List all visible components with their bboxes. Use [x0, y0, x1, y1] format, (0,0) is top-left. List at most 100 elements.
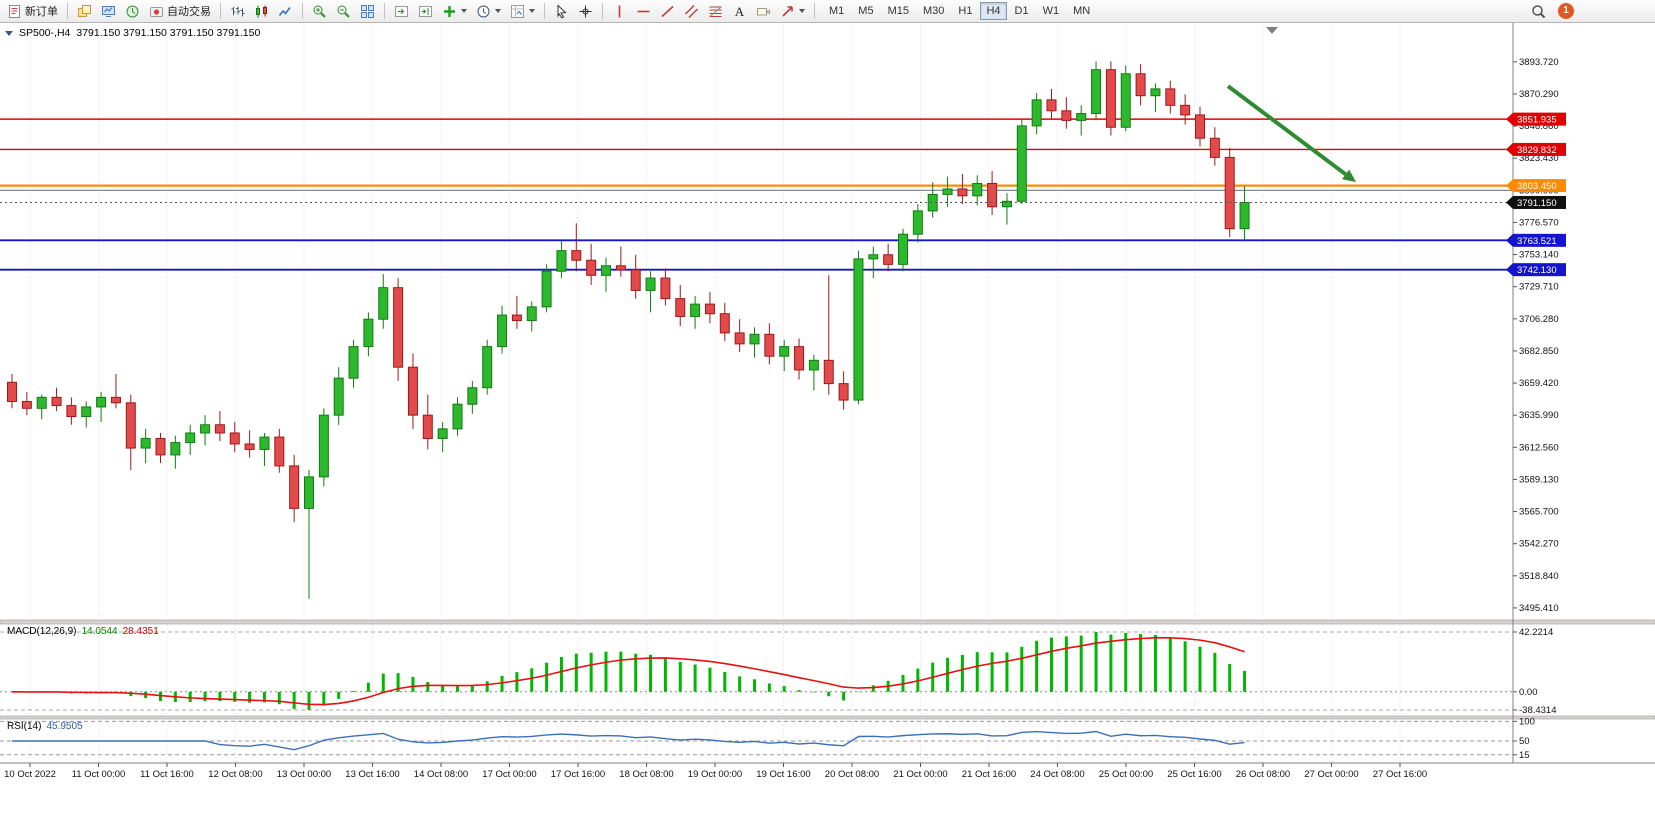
horizontal-line-objects[interactable] — [0, 118, 1513, 271]
svg-text:21 Oct 00:00: 21 Oct 00:00 — [893, 769, 947, 780]
profiles-button[interactable] — [73, 1, 96, 21]
tile-windows-button[interactable] — [356, 1, 379, 21]
svg-text:27 Oct 00:00: 27 Oct 00:00 — [1304, 769, 1358, 780]
svg-text:25 Oct 16:00: 25 Oct 16:00 — [1167, 769, 1221, 780]
periods-icon — [476, 4, 491, 19]
market-watch-button[interactable] — [97, 1, 120, 21]
svg-text:3742.130: 3742.130 — [1517, 265, 1557, 276]
svg-text:3776.570: 3776.570 — [1519, 217, 1559, 228]
timeframe-d1-button[interactable]: D1 — [1009, 2, 1035, 20]
rsi-value: 45.9505 — [46, 721, 83, 732]
crosshair-icon — [578, 4, 593, 19]
channel-icon — [684, 4, 699, 19]
grid-lines — [29, 25, 1401, 763]
zoom-out-icon — [336, 4, 351, 19]
autotrade-button-label: 自动交易 — [167, 6, 211, 18]
macd-signal-line — [11, 637, 1245, 706]
time-axis[interactable]: 10 Oct 2022 11 Oct 00:00 11 Oct 16:00 12 Oc… — [0, 762, 1655, 780]
svg-text:20 Oct 08:00: 20 Oct 08:00 — [825, 769, 879, 780]
cursor-button[interactable] — [550, 1, 573, 21]
data-window-button[interactable] — [121, 1, 144, 21]
svg-text:14 Oct 08:00: 14 Oct 08:00 — [414, 769, 468, 780]
timeframe-mn-button[interactable]: MN — [1067, 2, 1096, 20]
main-macd-splitter[interactable] — [0, 619, 1655, 625]
line-chart-icon — [278, 4, 293, 19]
channel-button[interactable] — [680, 1, 703, 21]
toolbar-buttons: 新订单 自动交易 A — [3, 1, 819, 21]
svg-text:27 Oct 16:00: 27 Oct 16:00 — [1373, 769, 1427, 780]
rsi-indicator-label: RSI(14) 45.9505 — [7, 721, 83, 732]
chart-shift-button[interactable] — [414, 1, 437, 21]
auto-scroll-icon — [394, 4, 409, 19]
hline-icon — [636, 4, 651, 19]
rsi-panel: 100 50 15 — [0, 716, 1535, 761]
toolbar-right: 1 — [1527, 1, 1652, 21]
dropdown-caret-icon — [799, 9, 805, 13]
svg-text:3565.700: 3565.700 — [1519, 507, 1559, 518]
label-button[interactable] — [752, 1, 775, 21]
price-tag: 3829.832 — [1506, 142, 1566, 156]
zoom-in-icon — [312, 4, 327, 19]
trend-arrow-annotation[interactable] — [1226, 84, 1356, 183]
one-click-trading-icon[interactable] — [5, 30, 13, 36]
text-icon: A — [732, 4, 747, 19]
indicators-button[interactable] — [438, 1, 471, 21]
svg-text:3659.420: 3659.420 — [1519, 378, 1559, 389]
data-window-icon — [125, 4, 140, 19]
auto-scroll-button[interactable] — [390, 1, 413, 21]
toolbar-separator — [67, 3, 68, 19]
search-button[interactable] — [1527, 1, 1550, 21]
indicators-icon — [442, 4, 457, 19]
candle-chart-button[interactable] — [250, 1, 273, 21]
svg-text:3803.450: 3803.450 — [1517, 181, 1557, 192]
svg-text:12 Oct 08:00: 12 Oct 08:00 — [208, 769, 262, 780]
fibonacci-button[interactable] — [704, 1, 727, 21]
price-tag: 3851.935 — [1506, 112, 1566, 126]
svg-text:3829.832: 3829.832 — [1517, 145, 1557, 156]
rsi-line — [12, 730, 1245, 751]
arrows-button[interactable] — [776, 1, 809, 21]
svg-text:3851.935: 3851.935 — [1517, 115, 1557, 126]
svg-text:18 Oct 08:00: 18 Oct 08:00 — [619, 769, 673, 780]
vertical-line-button[interactable] — [608, 1, 631, 21]
svg-text:15: 15 — [1519, 750, 1530, 761]
macd-rsi-splitter[interactable] — [0, 715, 1655, 720]
trendline-button[interactable] — [656, 1, 679, 21]
svg-text:50: 50 — [1519, 736, 1530, 747]
templates-button[interactable] — [506, 1, 539, 21]
toolbar-separator — [544, 3, 545, 19]
timeframe-w1-button[interactable]: W1 — [1037, 2, 1066, 20]
chart-shift-icon — [418, 4, 433, 19]
new-order-button[interactable]: 新订单 — [3, 1, 62, 21]
profiles-icon — [77, 4, 92, 19]
autotrade-icon — [149, 4, 164, 19]
trendline-icon — [660, 4, 675, 19]
zoom-in-button[interactable] — [308, 1, 331, 21]
price-axis[interactable]: 3893.7203870.2903846.8603823.4303800.000… — [1512, 23, 1559, 763]
svg-text:17 Oct 16:00: 17 Oct 16:00 — [551, 769, 605, 780]
zoom-out-button[interactable] — [332, 1, 355, 21]
notification-badge[interactable]: 1 — [1558, 3, 1574, 19]
timeframe-m1-button[interactable]: M1 — [823, 2, 850, 20]
timeframe-h1-button[interactable]: H1 — [952, 2, 978, 20]
chart-shift-marker-icon[interactable] — [1266, 27, 1278, 34]
crosshair-button[interactable] — [574, 1, 597, 21]
bar-chart-button[interactable] — [226, 1, 249, 21]
svg-text:25 Oct 00:00: 25 Oct 00:00 — [1099, 769, 1153, 780]
timeframe-h4-button[interactable]: H4 — [980, 2, 1007, 20]
timeframe-m5-button[interactable]: M5 — [852, 2, 879, 20]
timeframe-m30-button[interactable]: M30 — [917, 2, 950, 20]
line-chart-button[interactable] — [274, 1, 297, 21]
periods-button[interactable] — [472, 1, 505, 21]
autotrade-button[interactable]: 自动交易 — [145, 1, 215, 21]
price-tag: 3763.521 — [1506, 233, 1566, 247]
dropdown-caret-icon — [529, 9, 535, 13]
toolbar-separator — [602, 3, 603, 19]
timeframe-m15-button[interactable]: M15 — [882, 2, 915, 20]
svg-text:26 Oct 08:00: 26 Oct 08:00 — [1236, 769, 1290, 780]
horizontal-line-button[interactable] — [632, 1, 655, 21]
text-button[interactable]: A — [728, 1, 751, 21]
macd-name: MACD(12,26,9) — [7, 626, 77, 637]
svg-text:24 Oct 08:00: 24 Oct 08:00 — [1030, 769, 1084, 780]
